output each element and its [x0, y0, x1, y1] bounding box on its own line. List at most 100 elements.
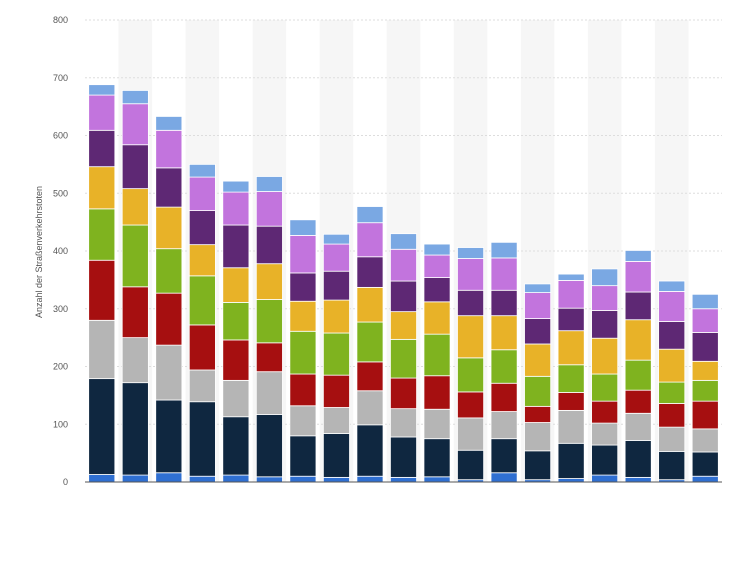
bar-segment[interactable]: [557, 392, 585, 411]
bar-segment[interactable]: [591, 285, 619, 311]
bar-segment[interactable]: [490, 289, 518, 317]
bar-segment[interactable]: [557, 273, 585, 281]
bar-segment[interactable]: [322, 374, 350, 408]
bar-segment[interactable]: [390, 408, 417, 438]
bar-segment[interactable]: [624, 412, 652, 441]
bar-segment[interactable]: [322, 233, 350, 245]
bar-segment[interactable]: [222, 191, 250, 226]
bar-segment[interactable]: [457, 357, 485, 393]
bar-segment[interactable]: [658, 321, 686, 350]
bar-segment[interactable]: [255, 414, 283, 478]
bar-segment[interactable]: [255, 371, 283, 415]
bar-segment[interactable]: [423, 301, 451, 335]
bar-segment[interactable]: [457, 247, 485, 259]
bar-segment[interactable]: [658, 426, 686, 452]
bar-segment[interactable]: [356, 256, 384, 288]
bar-segment[interactable]: [691, 379, 719, 402]
bar-segment[interactable]: [222, 379, 250, 418]
bar-segment[interactable]: [490, 349, 518, 384]
bar-segment[interactable]: [188, 176, 216, 211]
bar-segment[interactable]: [423, 333, 451, 377]
bar-segment[interactable]: [289, 272, 317, 302]
bar-segment[interactable]: [691, 400, 719, 430]
bar-segment[interactable]: [557, 478, 585, 483]
bar-segment[interactable]: [88, 166, 116, 210]
bar-segment[interactable]: [255, 263, 283, 300]
bar-segment[interactable]: [289, 330, 317, 375]
bar-segment[interactable]: [557, 364, 585, 393]
bar-segment[interactable]: [222, 267, 250, 303]
bar-segment[interactable]: [222, 224, 250, 269]
bar-segment[interactable]: [188, 163, 216, 178]
bar-segment[interactable]: [390, 338, 417, 379]
bar-segment[interactable]: [691, 475, 719, 483]
bar-segment[interactable]: [490, 241, 518, 259]
bar-segment[interactable]: [524, 375, 552, 407]
bar-segment[interactable]: [490, 315, 518, 351]
bar-segment[interactable]: [658, 403, 686, 428]
bar-segment[interactable]: [155, 248, 183, 294]
bar-segment[interactable]: [121, 188, 149, 226]
bar-segment[interactable]: [390, 377, 417, 410]
bar-segment[interactable]: [255, 476, 283, 483]
bar-segment[interactable]: [691, 332, 719, 362]
bar-segment[interactable]: [557, 330, 585, 366]
bar-segment[interactable]: [624, 440, 652, 478]
bar-segment[interactable]: [356, 475, 384, 483]
bar-segment[interactable]: [591, 444, 619, 476]
bar-segment[interactable]: [121, 90, 149, 105]
bar-segment[interactable]: [88, 84, 116, 96]
bar-segment[interactable]: [222, 474, 250, 483]
bar-segment[interactable]: [390, 476, 417, 483]
bar-segment[interactable]: [390, 233, 417, 250]
bar-segment[interactable]: [524, 292, 552, 319]
bar-segment[interactable]: [691, 451, 719, 477]
bar-segment[interactable]: [356, 390, 384, 426]
bar-segment[interactable]: [691, 293, 719, 310]
bar-segment[interactable]: [322, 299, 350, 334]
bar-segment[interactable]: [490, 257, 518, 291]
bar-segment[interactable]: [591, 310, 619, 339]
bar-segment[interactable]: [155, 206, 183, 250]
bar-segment[interactable]: [524, 450, 552, 481]
bar-segment[interactable]: [155, 129, 183, 169]
bar-segment[interactable]: [356, 222, 384, 258]
bar-segment[interactable]: [289, 475, 317, 483]
bar-segment[interactable]: [356, 424, 384, 477]
bar-segment[interactable]: [155, 167, 183, 208]
bar-segment[interactable]: [557, 442, 585, 479]
bar-segment[interactable]: [121, 474, 149, 483]
bar-segment[interactable]: [88, 378, 116, 475]
bar-segment[interactable]: [155, 472, 183, 483]
bar-segment[interactable]: [457, 391, 485, 419]
bar-segment[interactable]: [222, 301, 250, 341]
bar-segment[interactable]: [155, 399, 183, 474]
bar-segment[interactable]: [691, 360, 719, 381]
bar-segment[interactable]: [658, 450, 686, 481]
bar-segment[interactable]: [423, 254, 451, 278]
bar-segment[interactable]: [322, 332, 350, 376]
bar-segment[interactable]: [691, 428, 719, 453]
bar-segment[interactable]: [188, 475, 216, 483]
bar-segment[interactable]: [188, 324, 216, 371]
bar-segment[interactable]: [423, 438, 451, 478]
bar-segment[interactable]: [490, 472, 518, 483]
bar-segment[interactable]: [255, 299, 283, 344]
bar-segment[interactable]: [624, 476, 652, 483]
bar-segment[interactable]: [188, 275, 216, 326]
bar-segment[interactable]: [155, 292, 183, 346]
bar-segment[interactable]: [289, 300, 317, 332]
bar-segment[interactable]: [457, 417, 485, 451]
bar-segment[interactable]: [524, 343, 552, 377]
bar-segment[interactable]: [188, 210, 216, 246]
bar-segment[interactable]: [390, 280, 417, 313]
bar-segment[interactable]: [423, 277, 451, 303]
bar-segment[interactable]: [88, 94, 116, 131]
bar-segment[interactable]: [322, 270, 350, 301]
bar-segment[interactable]: [121, 144, 149, 190]
bar-segment[interactable]: [88, 474, 116, 483]
bar-segment[interactable]: [255, 342, 283, 373]
bar-segment[interactable]: [490, 438, 518, 474]
bar-segment[interactable]: [88, 319, 116, 380]
bar-segment[interactable]: [289, 405, 317, 437]
